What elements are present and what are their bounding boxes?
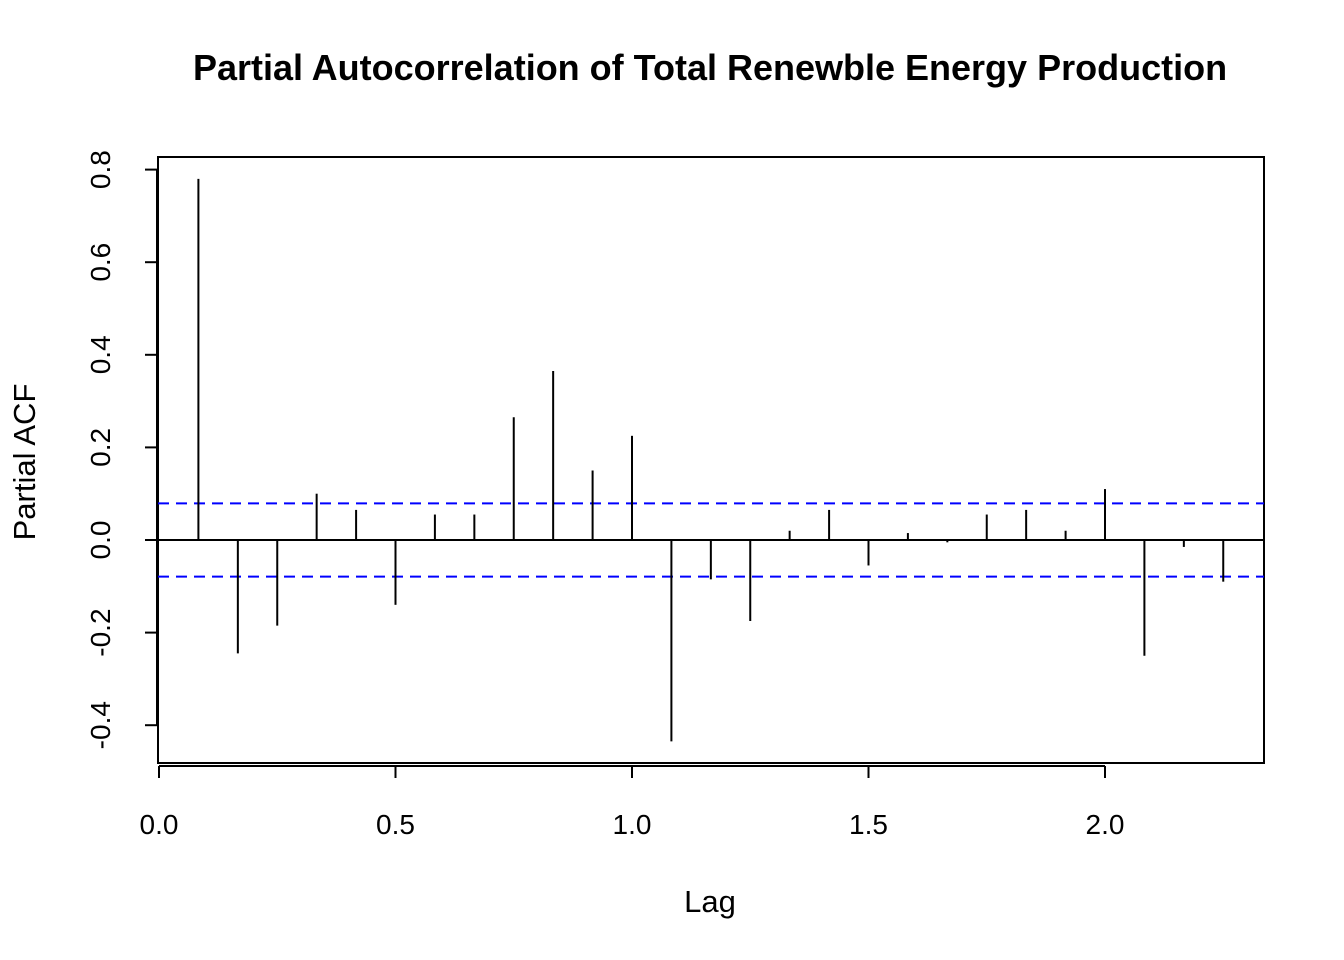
chart-marks: 0.0 0.5 1.0 1.5 2.0 -0.4 -0.2 0.0 0.2 0.4 0.6 0.8 (85, 150, 1264, 840)
chart-title: Partial Autocorrelation of Total Renewbl… (193, 47, 1227, 88)
y-tick-label-2: 0.0 (85, 521, 116, 560)
y-tick-label-4: 0.4 (85, 335, 116, 374)
y-tick-label-1: -0.2 (85, 608, 116, 656)
y-tick-label-3: 0.2 (85, 428, 116, 467)
x-axis-label: Lag (684, 884, 736, 919)
x-tick-label-2: 1.0 (613, 809, 652, 840)
y-tick-label-5: 0.6 (85, 243, 116, 282)
y-axis-label: Partial ACF (7, 384, 42, 541)
x-tick-label-1: 0.5 (376, 809, 415, 840)
y-tick-label-0: -0.4 (85, 701, 116, 749)
y-tick-label-6: 0.8 (85, 150, 116, 189)
x-tick-label-0: 0.0 (140, 809, 179, 840)
x-tick-label-3: 1.5 (849, 809, 888, 840)
plot-frame (157, 156, 1265, 764)
x-tick-label-4: 2.0 (1086, 809, 1125, 840)
